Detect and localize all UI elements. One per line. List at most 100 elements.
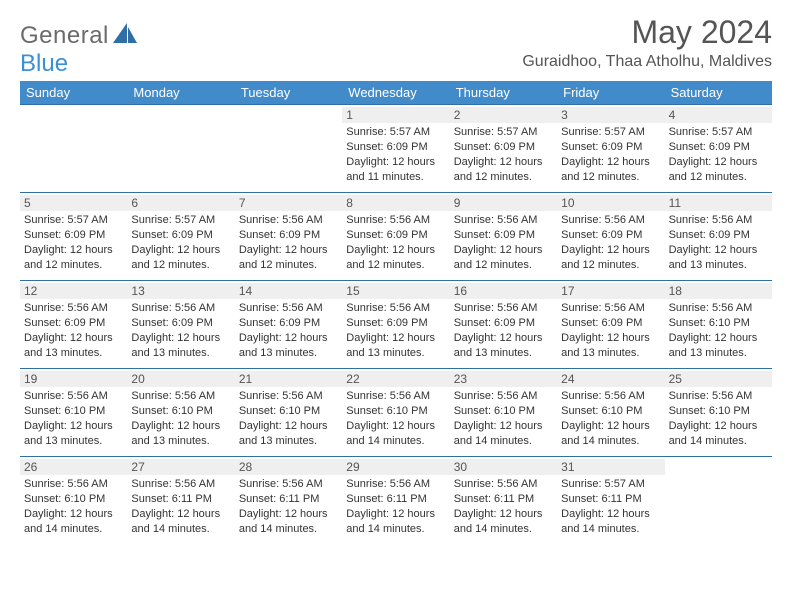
daylight-line: Daylight: 12 hours and 14 minutes. — [131, 507, 230, 537]
day-number: 3 — [557, 107, 664, 123]
sunset-line: Sunset: 6:09 PM — [24, 316, 123, 331]
sunrise-line: Sunrise: 5:56 AM — [24, 389, 123, 404]
empty-cell — [20, 104, 127, 192]
sunset-line: Sunset: 6:09 PM — [346, 140, 445, 155]
day-header: Sunday — [20, 81, 127, 104]
daylight-line: Daylight: 12 hours and 13 minutes. — [239, 331, 338, 361]
sunrise-line: Sunrise: 5:56 AM — [239, 301, 338, 316]
day-cell: 12Sunrise: 5:56 AMSunset: 6:09 PMDayligh… — [20, 280, 127, 368]
day-cell: 28Sunrise: 5:56 AMSunset: 6:11 PMDayligh… — [235, 456, 342, 544]
empty-cell — [665, 456, 772, 544]
sunrise-line: Sunrise: 5:56 AM — [131, 477, 230, 492]
sunrise-line: Sunrise: 5:56 AM — [346, 301, 445, 316]
sunset-line: Sunset: 6:09 PM — [24, 228, 123, 243]
day-cell: 16Sunrise: 5:56 AMSunset: 6:09 PMDayligh… — [450, 280, 557, 368]
sunrise-line: Sunrise: 5:57 AM — [561, 125, 660, 140]
day-number: 17 — [557, 283, 664, 299]
daylight-line: Daylight: 12 hours and 13 minutes. — [24, 331, 123, 361]
sunset-line: Sunset: 6:09 PM — [346, 228, 445, 243]
sunset-line: Sunset: 6:09 PM — [454, 228, 553, 243]
day-number: 16 — [450, 283, 557, 299]
day-cell: 14Sunrise: 5:56 AMSunset: 6:09 PMDayligh… — [235, 280, 342, 368]
daylight-line: Daylight: 12 hours and 13 minutes. — [669, 331, 768, 361]
day-cell: 2Sunrise: 5:57 AMSunset: 6:09 PMDaylight… — [450, 104, 557, 192]
sunrise-line: Sunrise: 5:56 AM — [669, 389, 768, 404]
daylight-line: Daylight: 12 hours and 12 minutes. — [239, 243, 338, 273]
day-cell: 21Sunrise: 5:56 AMSunset: 6:10 PMDayligh… — [235, 368, 342, 456]
day-number: 22 — [342, 371, 449, 387]
sunset-line: Sunset: 6:09 PM — [669, 228, 768, 243]
sunset-line: Sunset: 6:10 PM — [24, 492, 123, 507]
sunset-line: Sunset: 6:11 PM — [561, 492, 660, 507]
sunrise-line: Sunrise: 5:57 AM — [454, 125, 553, 140]
day-header: Monday — [127, 81, 234, 104]
daylight-line: Daylight: 12 hours and 12 minutes. — [561, 155, 660, 185]
sunset-line: Sunset: 6:09 PM — [131, 228, 230, 243]
brand-part2: Blue — [20, 50, 68, 78]
sunset-line: Sunset: 6:10 PM — [24, 404, 123, 419]
sail-icon — [113, 23, 139, 52]
sunset-line: Sunset: 6:09 PM — [669, 140, 768, 155]
day-number: 26 — [20, 459, 127, 475]
sunrise-line: Sunrise: 5:57 AM — [346, 125, 445, 140]
day-cell: 20Sunrise: 5:56 AMSunset: 6:10 PMDayligh… — [127, 368, 234, 456]
daylight-line: Daylight: 12 hours and 14 minutes. — [346, 507, 445, 537]
sunset-line: Sunset: 6:10 PM — [346, 404, 445, 419]
daylight-line: Daylight: 12 hours and 13 minutes. — [239, 419, 338, 449]
sunset-line: Sunset: 6:11 PM — [131, 492, 230, 507]
day-number: 6 — [127, 195, 234, 211]
daylight-line: Daylight: 12 hours and 12 minutes. — [24, 243, 123, 273]
day-number: 1 — [342, 107, 449, 123]
day-cell: 13Sunrise: 5:56 AMSunset: 6:09 PMDayligh… — [127, 280, 234, 368]
sunset-line: Sunset: 6:10 PM — [669, 404, 768, 419]
sunset-line: Sunset: 6:09 PM — [561, 228, 660, 243]
sunrise-line: Sunrise: 5:56 AM — [131, 389, 230, 404]
day-cell: 31Sunrise: 5:57 AMSunset: 6:11 PMDayligh… — [557, 456, 664, 544]
title-block: May 2024 Guraidhoo, Thaa Atholhu, Maldiv… — [522, 14, 772, 71]
location-label: Guraidhoo, Thaa Atholhu, Maldives — [522, 53, 772, 71]
empty-cell — [127, 104, 234, 192]
day-cell: 19Sunrise: 5:56 AMSunset: 6:10 PMDayligh… — [20, 368, 127, 456]
day-cell: 9Sunrise: 5:56 AMSunset: 6:09 PMDaylight… — [450, 192, 557, 280]
day-number: 8 — [342, 195, 449, 211]
sunset-line: Sunset: 6:09 PM — [454, 140, 553, 155]
sunrise-line: Sunrise: 5:56 AM — [346, 477, 445, 492]
sunrise-line: Sunrise: 5:56 AM — [24, 477, 123, 492]
daylight-line: Daylight: 12 hours and 13 minutes. — [454, 331, 553, 361]
day-number: 27 — [127, 459, 234, 475]
sunset-line: Sunset: 6:10 PM — [131, 404, 230, 419]
empty-cell — [235, 104, 342, 192]
day-cell: 23Sunrise: 5:56 AMSunset: 6:10 PMDayligh… — [450, 368, 557, 456]
day-cell: 7Sunrise: 5:56 AMSunset: 6:09 PMDaylight… — [235, 192, 342, 280]
day-number: 30 — [450, 459, 557, 475]
daylight-line: Daylight: 12 hours and 12 minutes. — [454, 243, 553, 273]
day-cell: 15Sunrise: 5:56 AMSunset: 6:09 PMDayligh… — [342, 280, 449, 368]
day-number: 29 — [342, 459, 449, 475]
daylight-line: Daylight: 12 hours and 12 minutes. — [454, 155, 553, 185]
day-cell: 5Sunrise: 5:57 AMSunset: 6:09 PMDaylight… — [20, 192, 127, 280]
day-cell: 30Sunrise: 5:56 AMSunset: 6:11 PMDayligh… — [450, 456, 557, 544]
daylight-line: Daylight: 12 hours and 12 minutes. — [131, 243, 230, 273]
day-number: 7 — [235, 195, 342, 211]
sunrise-line: Sunrise: 5:57 AM — [669, 125, 768, 140]
sunrise-line: Sunrise: 5:56 AM — [239, 389, 338, 404]
day-number: 19 — [20, 371, 127, 387]
sunrise-line: Sunrise: 5:56 AM — [346, 389, 445, 404]
day-cell: 22 Sunrise: 5:56 AMSunset: 6:10 PMDayligh… — [342, 368, 449, 456]
day-cell: 8Sunrise: 5:56 AMSunset: 6:09 PMDaylight… — [342, 192, 449, 280]
day-number: 23 — [450, 371, 557, 387]
daylight-line: Daylight: 12 hours and 14 minutes. — [346, 419, 445, 449]
day-header: Tuesday — [235, 81, 342, 104]
sunset-line: Sunset: 6:09 PM — [561, 316, 660, 331]
day-number: 14 — [235, 283, 342, 299]
day-number: 9 — [450, 195, 557, 211]
daylight-line: Daylight: 12 hours and 12 minutes. — [669, 155, 768, 185]
daylight-line: Daylight: 12 hours and 13 minutes. — [131, 331, 230, 361]
day-cell: 3Sunrise: 5:57 AMSunset: 6:09 PMDaylight… — [557, 104, 664, 192]
sunrise-line: Sunrise: 5:57 AM — [561, 477, 660, 492]
day-number: 24 — [557, 371, 664, 387]
calendar-grid: SundayMondayTuesdayWednesdayThursdayFrid… — [20, 81, 772, 544]
daylight-line: Daylight: 12 hours and 14 minutes. — [24, 507, 123, 537]
day-cell: 1Sunrise: 5:57 AMSunset: 6:09 PMDaylight… — [342, 104, 449, 192]
day-cell: 4Sunrise: 5:57 AMSunset: 6:09 PMDaylight… — [665, 104, 772, 192]
